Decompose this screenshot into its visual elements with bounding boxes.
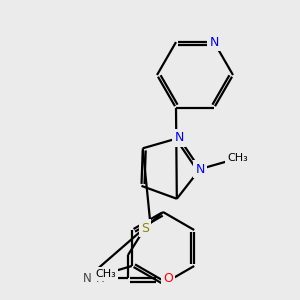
Text: H: H (96, 272, 104, 284)
Text: N: N (174, 131, 184, 144)
Text: O: O (163, 272, 173, 284)
Text: N: N (195, 163, 205, 176)
Text: N: N (209, 36, 219, 49)
Text: CH₃: CH₃ (95, 269, 116, 279)
Text: CH₃: CH₃ (228, 153, 248, 163)
Text: N: N (82, 272, 91, 284)
Text: S: S (141, 221, 149, 235)
